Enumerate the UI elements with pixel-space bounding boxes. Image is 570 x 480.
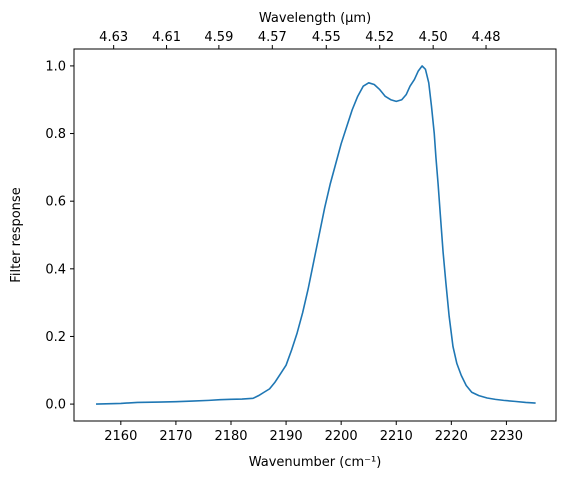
bottom-axis-ticks: 2160 2170 2180 2190 2200 2210 2220 2230 [104, 421, 523, 444]
x-tick-label: 2170 [159, 429, 192, 444]
y-tick-label: 1.0 [45, 59, 66, 74]
x-tick-label: 2200 [325, 429, 358, 444]
top-tick-label: 4.63 [99, 30, 128, 45]
top-tick-label: 4.55 [312, 30, 341, 45]
top-tick-label: 4.52 [365, 30, 394, 45]
series-line-0 [96, 65, 536, 405]
x-tick-label: 2220 [435, 429, 468, 444]
top-tick-label: 4.50 [419, 30, 448, 45]
y-tick-label: 0.0 [45, 398, 66, 413]
top-tick-label: 4.57 [258, 30, 287, 45]
top-tick-label: 4.59 [204, 30, 233, 45]
y-tick-label: 0.4 [45, 262, 66, 277]
left-axis-ticks: 0.0 0.2 0.4 0.6 0.8 1.0 [45, 59, 74, 413]
top-axis-label: Wavelength (μm) [259, 11, 371, 26]
top-tick-label: 4.61 [152, 30, 181, 45]
top-tick-label: 4.48 [472, 30, 501, 45]
y-tick-label: 0.6 [45, 195, 66, 210]
plot-layer [96, 65, 536, 405]
y-axis-label: Filter response [9, 187, 24, 282]
top-axis-ticks: 4.63 4.61 4.59 4.57 4.55 4.52 4.50 4.48 [99, 30, 501, 49]
y-tick-label: 0.8 [45, 127, 66, 142]
x-axis-label: Wavenumber (cm⁻¹) [249, 455, 382, 470]
x-tick-label: 2210 [380, 429, 413, 444]
plot-frame [73, 48, 557, 422]
x-tick-label: 2190 [270, 429, 303, 444]
y-tick-label: 0.2 [45, 330, 66, 345]
x-tick-label: 2230 [490, 429, 523, 444]
x-tick-label: 2160 [104, 429, 137, 444]
x-tick-label: 2180 [214, 429, 247, 444]
